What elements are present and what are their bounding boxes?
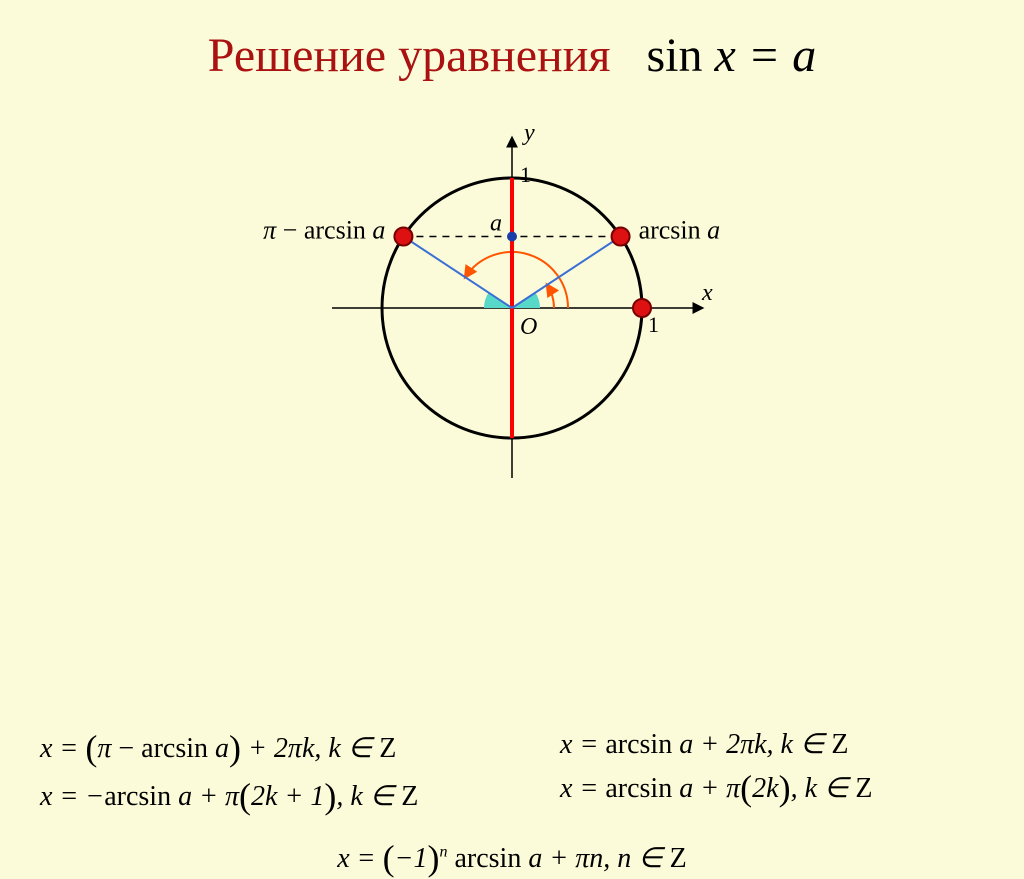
title-sin: sin	[647, 29, 703, 82]
svg-text:y: y	[522, 120, 535, 146]
svg-text:arcsin a: arcsin a	[639, 216, 721, 245]
formula-right-2: x = arcsin a + π(2k), k ∈ Z	[560, 767, 1000, 809]
title-eq: x = a	[715, 29, 817, 82]
unit-circle-diagram: yxO11aarcsin aπ − arcsin a	[242, 93, 782, 493]
formula-bottom: x = (−1)n arcsin a + πn, n ∈ Z	[0, 837, 1024, 879]
svg-text:1: 1	[648, 312, 659, 337]
formula-col-left: x = (π − arcsin a) + 2πk, k ∈ Z x = −arc…	[40, 727, 520, 823]
formula-col-right: x = arcsin a + 2πk, k ∈ Z x = arcsin a +…	[560, 727, 1000, 815]
svg-text:x: x	[701, 280, 713, 306]
page-title: Решение уравнения sin x = a	[0, 0, 1024, 83]
formula-right-1: x = arcsin a + 2πk, k ∈ Z	[560, 727, 1000, 761]
svg-text:O: O	[520, 314, 537, 340]
formula-left-2: x = −arcsin a + π(2k + 1), k ∈ Z	[40, 775, 520, 817]
title-text: Решение уравнения	[208, 29, 611, 82]
svg-text:a: a	[490, 211, 502, 237]
svg-text:π − arcsin a: π − arcsin a	[263, 216, 385, 245]
svg-text:1: 1	[520, 162, 531, 187]
formula-left-1: x = (π − arcsin a) + 2πk, k ∈ Z	[40, 727, 520, 769]
